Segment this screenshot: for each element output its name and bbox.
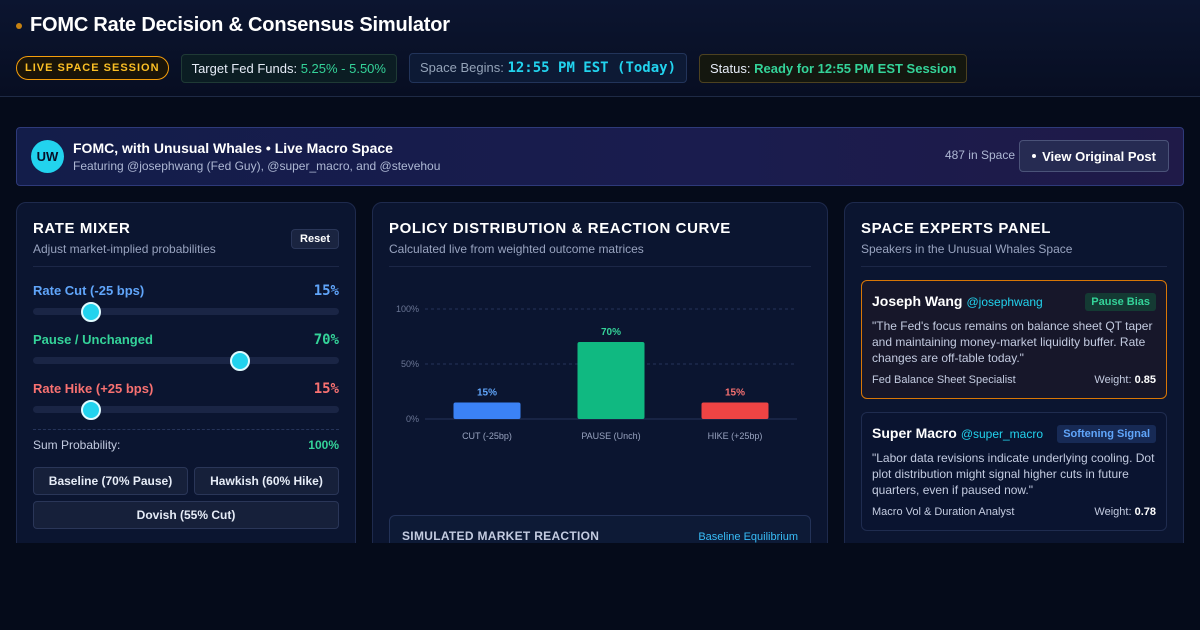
divider <box>861 266 1167 267</box>
panel-title: RATE MIXER <box>33 220 131 237</box>
banner-subtitle: Featuring @josephwang (Fed Guy), @super_… <box>73 159 441 173</box>
panel-title: SPACE EXPERTS PANEL <box>861 220 1052 237</box>
x-tick-label: HIKE (+25bp) <box>708 431 763 441</box>
expert-handle[interactable]: @super_macro <box>960 427 1044 441</box>
target-rate-chip: Target Fed Funds: 5.25% - 5.50% <box>180 53 397 83</box>
panel-subtitle: Speakers in the Unusual Whales Space <box>861 242 1073 256</box>
panel-title: POLICY DISTRIBUTION & REACTION CURVE <box>389 220 731 237</box>
preset-dovish-button[interactable]: Dovish (55% Cut) <box>33 501 339 529</box>
view-original-post-label: View Original Post <box>1042 148 1156 164</box>
slider-label: Pause / Unchanged <box>33 332 153 347</box>
y-tick-label: 50% <box>401 359 419 369</box>
expert-footer: Fed Balance Sheet Specialist Weight: 0.8… <box>872 374 1156 388</box>
panel-subtitle: Adjust market-implied probabilities <box>33 242 216 256</box>
slider-track[interactable] <box>33 302 339 322</box>
divider <box>33 266 339 267</box>
reaction-title: SIMULATED MARKET REACTION <box>402 529 600 543</box>
expert-role: Fed Balance Sheet Specialist <box>872 374 1016 386</box>
slider-value: 70% <box>313 332 339 348</box>
distribution-chart: 0% 50% 100% 15% CUT (-25bp) 70% PAUSE (Unch) 15… <box>396 304 797 441</box>
weight-value: 0.85 <box>1134 374 1156 386</box>
expert-name-row: Super Macro @super_macro <box>872 425 1156 441</box>
slider-rate-cut: Rate Cut (-25 bps) 15% <box>33 283 339 322</box>
bar-value-label: 15% <box>477 388 497 399</box>
slider-thumb[interactable] <box>80 302 101 322</box>
bar-value-label: 15% <box>725 388 745 399</box>
expert-name: Super Macro <box>872 425 957 441</box>
panel-subtitle: Calculated live from weighted outcome ma… <box>389 242 644 256</box>
bullet-icon <box>1032 154 1037 158</box>
target-rate-label: Target Fed Funds: <box>191 60 298 76</box>
space-banner: UW FOMC, with Unusual Whales • Live Macr… <box>16 127 1184 186</box>
expert-badge: Pause Bias <box>1085 293 1156 311</box>
slider-pause: Pause / Unchanged 70% <box>33 332 339 371</box>
space-begins-label: Space Begins: <box>419 60 504 75</box>
status-chips: LIVE SPACE SESSION Target Fed Funds: 5.2… <box>16 53 968 83</box>
slider-thumb[interactable] <box>80 400 101 420</box>
live-session-badge: LIVE SPACE SESSION <box>16 56 169 80</box>
sum-probability-row: Sum Probability: 100% <box>33 429 339 452</box>
expert-weight: Weight: 0.78 <box>1094 506 1156 518</box>
expert-footer: Macro Vol & Duration Analyst Weight: 0.7… <box>872 506 1156 520</box>
page-title: FOMC Rate Decision & Consensus Simulator <box>30 14 450 36</box>
banner-title: FOMC, with Unusual Whales • Live Macro S… <box>73 140 393 156</box>
page-footer-space <box>0 543 1200 630</box>
y-tick-label: 100% <box>396 304 419 314</box>
live-dot-icon <box>16 22 22 29</box>
expert-name-row: Joseph Wang @josephwang <box>872 293 1156 309</box>
slider-label: Rate Cut (-25 bps) <box>33 283 145 298</box>
listener-count: 487 in Space <box>944 148 1015 162</box>
status-value: Ready for 12:55 PM EST Session <box>754 60 957 76</box>
bar-1 <box>577 342 645 419</box>
slider-thumb[interactable] <box>230 351 251 371</box>
expert-role: Macro Vol & Duration Analyst <box>872 506 1015 518</box>
status-chip: Status: Ready for 12:55 PM EST Session <box>699 53 968 83</box>
bar-2 <box>701 402 769 419</box>
view-original-post-button[interactable]: View Original Post <box>1019 140 1169 172</box>
preset-baseline-button[interactable]: Baseline (70% Pause) <box>33 467 188 495</box>
rate-mixer-panel: RATE MIXER Adjust market-implied probabi… <box>16 202 356 562</box>
sum-probability-value: 100% <box>308 438 339 452</box>
expert-badge: Softening Signal <box>1057 425 1156 443</box>
bar-0 <box>453 402 521 419</box>
weight-label: Weight: <box>1094 506 1132 518</box>
divider <box>389 266 811 267</box>
expert-name: Joseph Wang <box>872 293 963 309</box>
reset-button[interactable]: Reset <box>291 229 339 249</box>
target-rate-value: 5.25% - 5.50% <box>300 60 386 76</box>
expert-quote: "Labor data revisions indicate underlyin… <box>872 451 1155 497</box>
slider-value: 15% <box>313 283 339 299</box>
expert-quote: "The Fed's focus remains on balance shee… <box>872 319 1153 365</box>
status-label: Status: <box>710 60 751 76</box>
slider-track[interactable] <box>33 351 339 371</box>
policy-distribution-panel: POLICY DISTRIBUTION & REACTION CURVE Cal… <box>372 202 828 562</box>
preset-hawkish-button[interactable]: Hawkish (60% Hike) <box>194 467 339 495</box>
sum-probability-label: Sum Probability: <box>33 438 121 452</box>
weight-label: Weight: <box>1094 374 1132 386</box>
slider-rate-hike: Rate Hike (+25 bps) 15% <box>33 381 339 420</box>
reaction-tag: Baseline Equilibrium <box>698 531 798 543</box>
space-begins-chip: Space Begins: 12:55 PM EST (Today) <box>408 53 688 83</box>
top-bar: FOMC Rate Decision & Consensus Simulator… <box>0 0 1200 97</box>
expert-weight: Weight: 0.85 <box>1094 374 1156 386</box>
slider-label: Rate Hike (+25 bps) <box>33 381 154 396</box>
x-tick-label: PAUSE (Unch) <box>581 431 640 441</box>
expert-handle[interactable]: @josephwang <box>966 295 1043 309</box>
bar-value-label: 70% <box>601 327 621 338</box>
title-row: FOMC Rate Decision & Consensus Simulator <box>16 14 450 37</box>
x-tick-label: CUT (-25bp) <box>462 431 512 441</box>
expert-card-joseph-wang[interactable]: Joseph Wang @josephwang Pause Bias "The F… <box>861 280 1167 399</box>
y-tick-label: 0% <box>406 414 419 424</box>
weight-value: 0.78 <box>1134 506 1156 518</box>
slider-track[interactable] <box>33 400 339 420</box>
slider-value: 15% <box>313 381 339 397</box>
avatar: UW <box>31 140 64 173</box>
space-begins-value: 12:55 PM EST (Today) <box>507 60 677 76</box>
expert-card-super-macro[interactable]: Super Macro @super_macro Softening Signal… <box>861 412 1167 531</box>
experts-panel: SPACE EXPERTS PANEL Speakers in the Unus… <box>844 202 1184 562</box>
